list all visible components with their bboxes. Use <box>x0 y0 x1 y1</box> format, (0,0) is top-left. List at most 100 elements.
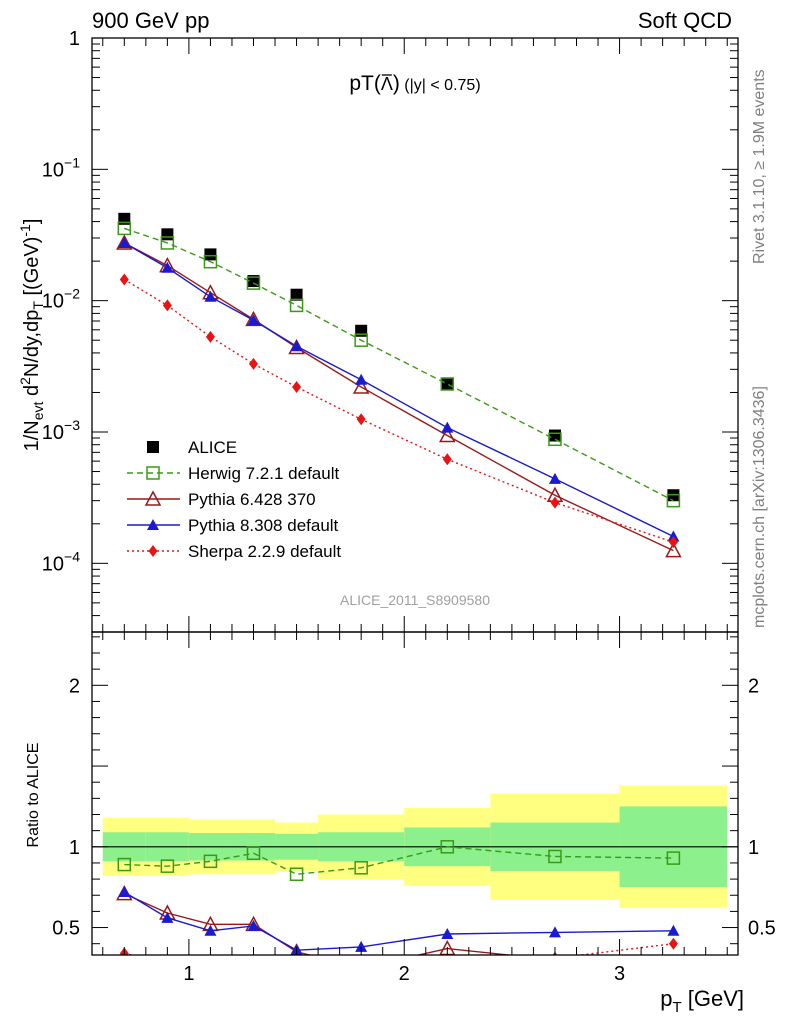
point-3-5 <box>355 373 368 385</box>
point-2-6 <box>439 426 456 443</box>
point-1-8 <box>666 493 681 508</box>
ylabel-part-1: evt <box>30 401 46 420</box>
point-0-1 <box>161 228 174 241</box>
xlabel-sub: T <box>672 999 681 1016</box>
x-tick-label: 1 <box>183 963 194 985</box>
title-close: ) <box>393 72 400 95</box>
title-main: pT( <box>349 72 381 95</box>
point-3-2 <box>204 290 217 302</box>
ratio-point-0-5 <box>354 861 368 875</box>
analysis-watermark: ALICE_2011_S8909580 <box>340 592 490 608</box>
legend-marker-1 <box>146 466 160 480</box>
x-tick-label: 3 <box>614 963 625 985</box>
ratio-point-2-3 <box>247 919 260 931</box>
y-tick-mantissa: 1 <box>69 28 80 50</box>
ratio-series-2 <box>118 886 680 955</box>
ylabel-part-8: ] <box>21 219 43 225</box>
ratio-y-tick-label-right: 1 <box>748 837 759 859</box>
point-2-8 <box>665 542 682 558</box>
ratio-point-3-6 <box>443 960 452 972</box>
point-4-6 <box>442 453 452 466</box>
ratio-point-2-6 <box>441 928 454 940</box>
point-3-1 <box>161 261 174 273</box>
point-1-6 <box>440 377 455 391</box>
y-tick-label: 10−2 <box>42 286 80 313</box>
ratio-point-0-4 <box>289 867 304 881</box>
y-tick-exponent: −1 <box>64 154 80 170</box>
point-1-2 <box>203 254 218 269</box>
ratio-line-2 <box>123 891 674 951</box>
header-left-label: 900 GeV pp <box>92 8 209 33</box>
ratio-point-2-0 <box>118 886 131 898</box>
ylabel-part-2: d <box>21 385 43 402</box>
ratio-point-0-6 <box>440 840 455 854</box>
y-tick-label: 10−3 <box>42 417 80 444</box>
series-line-1 <box>124 227 674 502</box>
y-tick-exponent: −2 <box>64 286 80 302</box>
legend-marker-0 <box>147 441 159 453</box>
ratio-point-3-2 <box>206 964 215 976</box>
ratio-y-tick-label-left: 1 <box>69 837 80 859</box>
legend-marker-4 <box>148 545 158 557</box>
y-tick-mantissa: 10 <box>42 422 64 444</box>
ratio-point-3-1 <box>163 957 172 969</box>
point-1-7 <box>548 432 562 447</box>
point-4-5 <box>356 413 366 426</box>
ratio-point-3-3 <box>249 965 258 977</box>
point-3-8 <box>667 530 680 542</box>
xlabel-unit: [GeV] <box>682 986 744 1011</box>
point-2-0 <box>116 234 133 250</box>
ratio-line-0 <box>124 846 674 875</box>
point-1-1 <box>160 236 175 250</box>
point-4-1 <box>162 299 172 312</box>
ratio-point-0-8 <box>666 851 681 865</box>
point-0-4 <box>290 288 303 301</box>
ylabel-part-7: -1 <box>17 224 33 237</box>
legend-label-3: Pythia 8.308 default <box>188 516 339 535</box>
ylabel-part-3: 2 <box>17 377 33 385</box>
point-1-5 <box>354 333 368 347</box>
series-3 <box>118 236 680 542</box>
point-3-7 <box>548 472 561 484</box>
point-4-8 <box>668 536 678 549</box>
y-tick-exponent: −3 <box>64 417 80 433</box>
y-tick-label: 10−1 <box>42 154 80 181</box>
point-1-4 <box>289 298 304 313</box>
ratio-point-3-4 <box>292 970 301 982</box>
ylabel-part-6: [(GeV) <box>21 237 43 301</box>
y-tick-mantissa: 10 <box>42 159 64 181</box>
ratio-y-tick-label-right: 0.5 <box>748 918 776 940</box>
y-tick-label: 10−4 <box>42 548 80 575</box>
point-3-0 <box>118 236 131 248</box>
y-tick-exponent: −4 <box>64 548 80 564</box>
ratio-point-2-7 <box>548 926 561 938</box>
ylabel-part-5: T <box>30 301 46 310</box>
header-right-label: Soft QCD <box>638 8 732 33</box>
point-4-7 <box>550 496 560 509</box>
legend-label-1: Herwig 7.2.1 default <box>188 464 339 483</box>
ratio-y-axis-label: Ratio to ALICE <box>25 743 42 848</box>
point-0-7 <box>548 429 561 442</box>
legend-marker-2 <box>144 490 162 506</box>
y-tick-label: 1 <box>69 28 80 50</box>
ratio-y-tick-label-right: 2 <box>748 675 759 697</box>
ratio-point-2-8 <box>667 924 680 936</box>
legend: ALICE Herwig 7.2.1 default Pythia 6.428 37… <box>127 438 341 561</box>
ratio-y-tick-label-left: 2 <box>69 675 80 697</box>
point-0-2 <box>204 248 217 261</box>
ratio-y-tick-label-left: 0.5 <box>52 918 80 940</box>
ratio-plot-frame <box>91 631 739 956</box>
title-cut: (|y| < 0.75) <box>400 77 481 94</box>
ratio-point-0-3 <box>246 846 261 861</box>
point-4-0 <box>119 273 129 286</box>
ratio-point-0-0 <box>117 857 132 872</box>
point-2-5 <box>352 378 370 394</box>
ratio-point-2-2 <box>204 924 217 936</box>
ratio-point-1-8 <box>666 961 680 974</box>
ratio-series-0 <box>117 840 681 881</box>
legend-label-2: Pythia 6.428 370 <box>188 490 316 509</box>
axis-ticks <box>92 37 738 955</box>
x-axis-label: pT [GeV] <box>660 986 744 1016</box>
ratio-point-0-2 <box>203 854 218 869</box>
